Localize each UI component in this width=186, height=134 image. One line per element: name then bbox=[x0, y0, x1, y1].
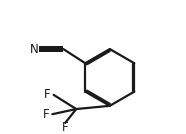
Text: F: F bbox=[43, 108, 49, 121]
Text: N: N bbox=[30, 42, 39, 55]
Text: F: F bbox=[62, 121, 69, 134]
Text: F: F bbox=[44, 88, 51, 101]
